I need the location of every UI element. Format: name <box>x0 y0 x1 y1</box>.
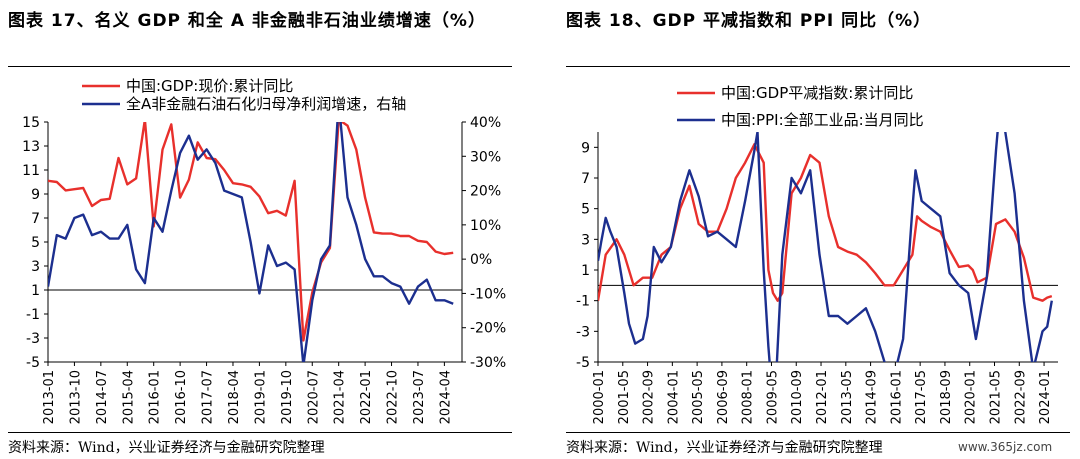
x-tick-label: 2024-01 <box>1038 370 1053 424</box>
x-tick-label: 2012-01 <box>815 370 830 424</box>
y2-tick-label: -10% <box>470 286 506 302</box>
right-chart-title: 图表 18、GDP 平减指数和 PPI 同比（%） <box>566 11 932 31</box>
y-tick-label: 9 <box>31 187 40 203</box>
legend-label: 中国:GDP:现价:累计同比 <box>126 77 293 95</box>
x-tick-label: 2020-01 <box>964 370 979 424</box>
series-line-2 <box>48 122 454 362</box>
x-tick-label: 2013-10 <box>68 370 83 424</box>
x-tick-label: 2022-01 <box>359 370 374 424</box>
y-tick-label: 15 <box>22 115 40 131</box>
y-tick-label: -5 <box>26 355 40 371</box>
chart-2: -5 -3 -1 1 3 5 7 9 2000-01 2001-05 2002-09 2004-01 2… <box>576 84 1058 424</box>
x-tick-label: 2018-09 <box>939 370 954 424</box>
x-tick-label: 2019-01 <box>253 370 268 424</box>
right-top-rule <box>566 66 1070 67</box>
y2-tick-label: 20% <box>470 184 501 200</box>
y-tick-label: -1 <box>26 307 40 323</box>
x-tick-label: 2014-07 <box>95 370 110 424</box>
y-tick-label: -3 <box>576 324 590 340</box>
left-top-rule <box>8 66 512 67</box>
x-tick-label: 2009-05 <box>765 370 780 424</box>
y-tick-label: 9 <box>581 140 590 156</box>
y-tick-label: 7 <box>31 211 40 227</box>
y2-tick-label: -20% <box>470 321 506 337</box>
y-tick-label: -1 <box>576 294 590 310</box>
watermark: www.365jz.com <box>958 440 1053 454</box>
x-tick-label: 2005-05 <box>691 370 706 424</box>
x-tick-label: 2022-10 <box>386 370 401 424</box>
x-tick-label: 2014-09 <box>865 370 880 424</box>
y2-tick-label: 10% <box>470 218 501 234</box>
y-tick-label: 11 <box>22 163 40 179</box>
x-tick-label: 2019-10 <box>280 370 295 424</box>
legend-label: 中国:GDP平减指数:累计同比 <box>721 84 913 102</box>
x-tick-label: 2013-01 <box>42 370 57 424</box>
x-tick-label: 2015-04 <box>121 370 136 424</box>
y2-tick-label: 40% <box>470 115 501 131</box>
x-tick-label: 2002-09 <box>642 370 657 424</box>
x-tick-label: 2010-09 <box>790 370 805 424</box>
y-tick-label: 7 <box>581 171 590 187</box>
x-tick-label: 2008-01 <box>741 370 756 424</box>
y-tick-label: -3 <box>26 331 40 347</box>
x-tick-label: 2006-09 <box>716 370 731 424</box>
series-line-2 <box>598 132 1053 362</box>
y2-tick-label: -30% <box>470 355 506 371</box>
y-tick-label: 5 <box>31 235 40 251</box>
y-tick-label: 3 <box>31 259 40 275</box>
right-source-note: 资料来源：Wind，兴业证券经济与金融研究院整理 <box>566 440 883 456</box>
x-tick-label: 2022-09 <box>1013 370 1028 424</box>
legend-label: 全A非金融石油石化归母净利润增速，右轴 <box>126 95 406 113</box>
x-tick-label: 2001-05 <box>617 370 632 424</box>
legend-label: 中国:PPI:全部工业品:当月同比 <box>721 111 924 129</box>
y2-tick-label: 0% <box>470 252 492 268</box>
series-line-1 <box>48 122 454 342</box>
series-line-1 <box>598 143 1053 302</box>
y-tick-label: -5 <box>576 355 590 371</box>
x-tick-label: 2016-10 <box>174 370 189 424</box>
y-tick-label: 1 <box>581 263 590 279</box>
x-tick-label: 2023-07 <box>412 370 427 424</box>
x-tick-label: 2018-04 <box>227 370 242 424</box>
chart-1: -5-3-113579111315-30%-20%-10%0%10%20%30%… <box>22 77 506 424</box>
left-source-note: 资料来源：Wind，兴业证券经济与金融研究院整理 <box>8 440 325 456</box>
x-tick-label: 2017-07 <box>201 370 216 424</box>
left-bottom-rule <box>8 432 512 433</box>
x-tick-label: 2021-05 <box>988 370 1003 424</box>
right-bottom-rule <box>566 432 1070 433</box>
y-tick-label: 3 <box>581 232 590 248</box>
x-tick-label: 2013-05 <box>840 370 855 424</box>
x-tick-label: 2020-07 <box>306 370 321 424</box>
x-tick-label: 2021-04 <box>333 370 348 424</box>
y-tick-label: 5 <box>581 202 590 218</box>
x-tick-label: 2016-01 <box>889 370 904 424</box>
x-tick-label: 2016-01 <box>148 370 163 424</box>
y2-tick-label: 30% <box>470 149 501 165</box>
y-tick-label: 13 <box>22 139 40 155</box>
x-tick-label: 2004-01 <box>666 370 681 424</box>
x-tick-label: 2024-04 <box>438 370 453 424</box>
x-tick-label: 2017-05 <box>914 370 929 424</box>
x-tick-label: 2000-01 <box>592 370 607 424</box>
y-tick-label: 1 <box>31 283 40 299</box>
left-chart-title: 图表 17、名义 GDP 和全 A 非金融非石油业绩增速（%） <box>8 11 486 31</box>
